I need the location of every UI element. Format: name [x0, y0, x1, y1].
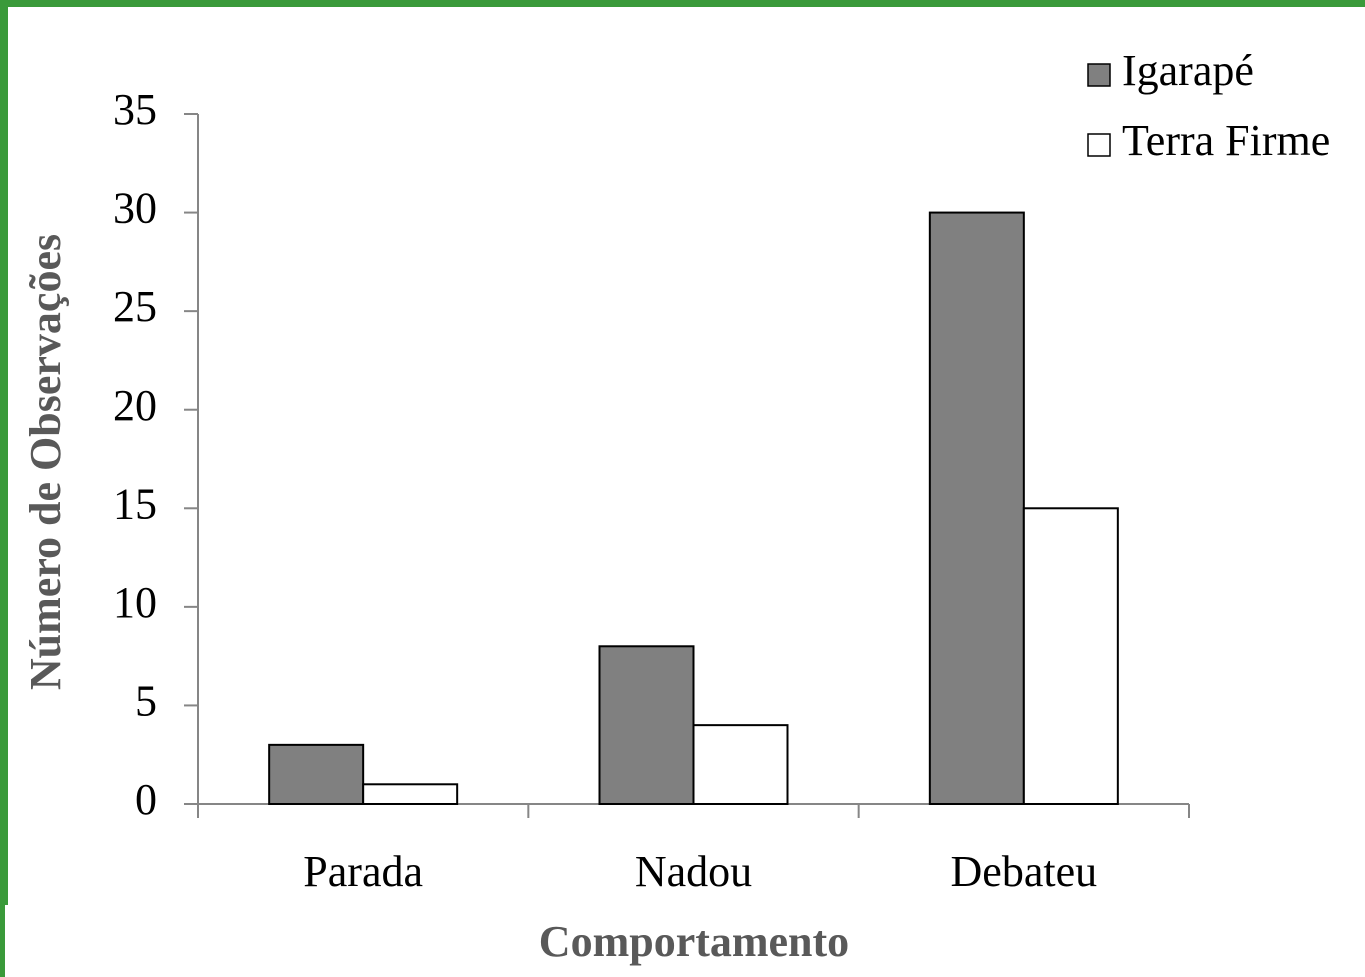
x-tick-label: Nadou	[635, 847, 752, 896]
y-tick-label: 20	[113, 381, 157, 430]
legend-swatch	[1087, 63, 1111, 87]
y-tick-label: 35	[113, 85, 157, 134]
y-tick-label: 30	[113, 184, 157, 233]
y-tick-label: 25	[113, 282, 157, 331]
y-tick-label: 10	[113, 578, 157, 627]
y-axis-title: Número de Observações	[21, 234, 70, 690]
x-tick-label: Debateu	[951, 847, 1098, 896]
frame-top	[0, 0, 1365, 7]
x-tick-label: Parada	[303, 847, 423, 896]
bar	[268, 743, 365, 805]
bar	[928, 211, 1025, 806]
y-tick-label: 0	[135, 775, 157, 824]
y-tick-label: 15	[113, 479, 157, 528]
legend-label: Igarapé	[1122, 46, 1254, 95]
bar	[1022, 507, 1119, 805]
bar	[598, 645, 695, 805]
frame-left	[0, 0, 8, 905]
bar	[692, 724, 789, 806]
y-tick-label: 5	[135, 677, 157, 726]
legend-label: Terra Firme	[1122, 116, 1330, 165]
bar	[362, 783, 459, 805]
frame-left-lower	[0, 905, 5, 977]
x-axis-title: Comportamento	[539, 917, 849, 966]
legend-swatch	[1087, 133, 1111, 157]
